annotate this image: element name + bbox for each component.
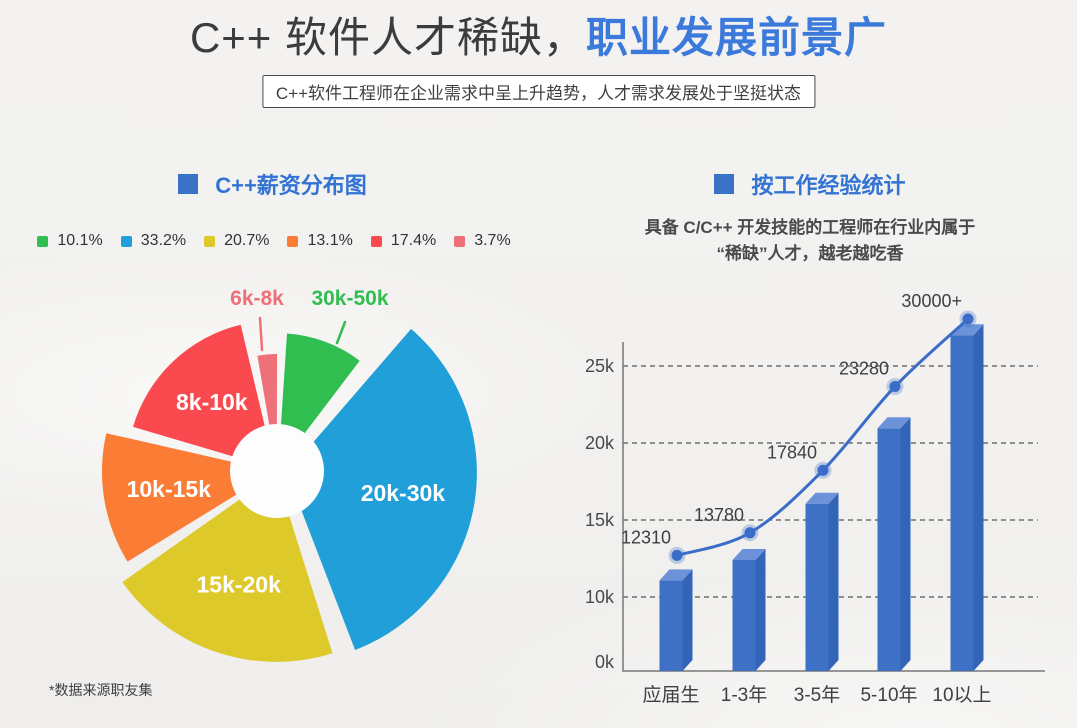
- pie-legend: 10.1% 33.2% 20.7% 13.1% 17.4% 3.7%: [0, 232, 548, 250]
- page-title-dark: C++ 软件人才稀缺，: [189, 14, 587, 61]
- page-title-blue: 职业发展前景广: [586, 14, 888, 61]
- bar-应届生: [659, 580, 683, 671]
- axes: [622, 342, 1045, 672]
- x-category-label: 5-10年: [860, 684, 917, 706]
- bar-side-face: [755, 549, 766, 671]
- bar-top-face: [805, 492, 839, 504]
- salary-distribution-pie-chart: 20k-30k 15k-20k 10k-15k 8k-10k 30k-50k 6k-8k: [101, 287, 477, 662]
- legend-color-swatch: [370, 235, 382, 247]
- y-tick-label: 0k: [595, 652, 615, 672]
- description-line-1: 具备 C/C++ 开发技能的工程师在行业内属于: [644, 218, 976, 237]
- pie-slice-20k-30k: [286, 328, 477, 650]
- legend-percent-label: 3.7%: [474, 232, 511, 249]
- bar-5-10年: [877, 428, 901, 671]
- legend-item-15k-20k: 20.7%: [204, 232, 269, 250]
- pie-callout-line: [335, 320, 347, 345]
- legend-percent-label: 13.1%: [307, 232, 353, 249]
- data-point-value-label: 17840: [767, 442, 817, 462]
- y-tick-label: 10k: [585, 587, 615, 607]
- bar-side-face: [828, 492, 839, 671]
- pie-section-title: C++薪资分布图: [215, 173, 367, 198]
- bar-1-3年: [732, 560, 756, 671]
- data-point: [817, 464, 829, 476]
- bar-top-face: [659, 569, 693, 581]
- legend-item-6k-8k: 3.7%: [454, 232, 511, 250]
- pie-callout-line: [258, 316, 264, 352]
- pie-donut-hole: [230, 424, 324, 518]
- bar-side-face: [900, 417, 911, 671]
- bar-3-5年: [805, 503, 829, 671]
- pie-slice-label: 15k-20k: [196, 571, 281, 597]
- experience-bar-chart: 0k 10k 15k 20k 25k 12310 13780 17840 23280 30000+…: [585, 291, 1045, 706]
- legend-color-swatch: [37, 235, 49, 247]
- data-point: [744, 527, 756, 539]
- pie-slice-label: 10k-15k: [127, 476, 212, 502]
- legend-color-swatch: [287, 235, 299, 247]
- legend-item-8k-10k: 17.4%: [370, 232, 437, 250]
- pie-section-header: C++薪资分布图: [0, 168, 545, 200]
- legend-percent-label: 10.1%: [57, 232, 103, 249]
- bar-section-description: 具备 C/C++ 开发技能的工程师在行业内属于 “稀缺”人才，越老越吃香: [560, 215, 1060, 267]
- pie-slice-label: 20k-30k: [361, 480, 446, 506]
- legend-percent-label: 33.2%: [140, 232, 187, 249]
- bar-top-face: [732, 549, 766, 560]
- bar-side-face: [973, 324, 984, 671]
- description-line-2: “稀缺”人才，越老越吃香: [716, 244, 904, 263]
- legend-color-swatch: [120, 235, 132, 247]
- x-category-label: 1-3年: [721, 684, 767, 706]
- pie-slice-label: 8k-10k: [176, 389, 248, 415]
- data-point-value-label: 23280: [839, 359, 889, 379]
- data-point: [671, 549, 683, 561]
- bar-section-header: 按工作经验统计: [560, 168, 1060, 200]
- y-tick-label: 25k: [585, 356, 615, 376]
- legend-item-20k-30k: 33.2%: [120, 232, 187, 250]
- bar-top-face: [877, 417, 911, 429]
- blue-square-icon: [714, 174, 735, 194]
- data-point-value-label: 12310: [621, 527, 671, 547]
- data-point-value-label: 30000+: [901, 291, 962, 311]
- x-category-label: 3-5年: [794, 684, 840, 706]
- data-point: [889, 381, 901, 392]
- bar-10以上: [950, 335, 974, 671]
- data-point: [962, 313, 974, 325]
- data-source-note: *数据来源职友集: [49, 682, 153, 698]
- legend-color-swatch: [204, 235, 216, 247]
- pie-slice-8k-10k: [133, 324, 275, 469]
- subtitle-box: C++软件工程师在企业需求中呈上升趋势，人才需求发展处于坚挺状态: [261, 75, 816, 108]
- x-category-label: 应届生: [642, 684, 699, 706]
- x-category-label: 10以上: [932, 684, 991, 706]
- pie-callout-label: 30k-50k: [311, 287, 388, 310]
- legend-percent-label: 20.7%: [224, 232, 270, 249]
- y-tick-label: 20k: [585, 433, 615, 453]
- blue-square-icon: [178, 174, 199, 194]
- legend-percent-label: 17.4%: [390, 232, 437, 249]
- y-tick-label: 15k: [585, 510, 615, 530]
- pie-slice-15k-20k: [122, 473, 333, 662]
- data-point-value-label: 13780: [694, 505, 744, 525]
- bar-side-face: [682, 569, 693, 671]
- legend-item-30k-50k: 10.1%: [37, 232, 103, 250]
- bar-section-title: 按工作经验统计: [751, 173, 906, 198]
- pie-callout-label: 6k-8k: [230, 287, 284, 310]
- legend-item-10k-15k: 13.1%: [287, 232, 353, 250]
- page-title: C++ 软件人才稀缺，职业发展前景广: [0, 4, 1077, 65]
- legend-color-swatch: [454, 235, 466, 247]
